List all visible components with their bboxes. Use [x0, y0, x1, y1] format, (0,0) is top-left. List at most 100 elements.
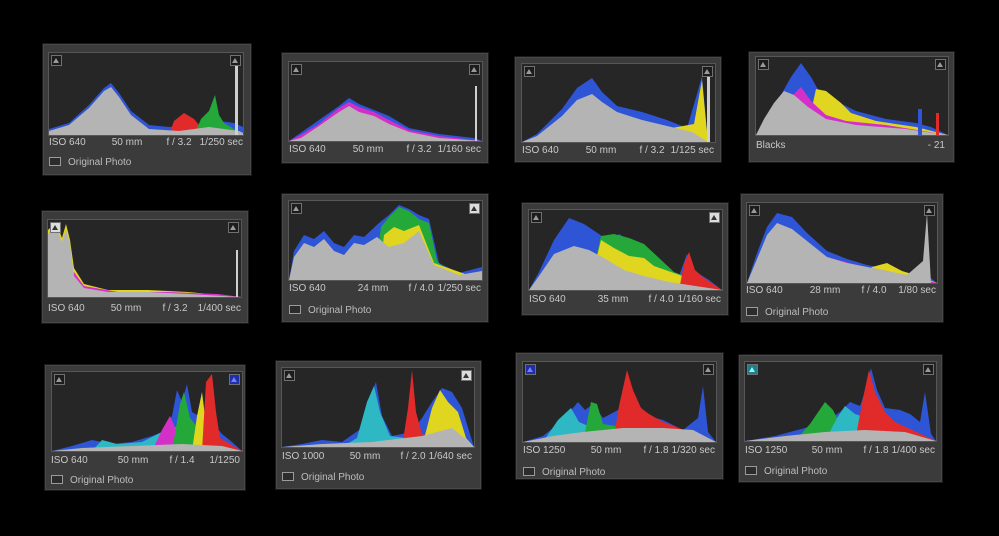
- shadow-clipping-icon[interactable]: [51, 55, 62, 66]
- histogram-panel: ISO 640 35 mm f / 4.0 1/160 sec: [521, 202, 729, 316]
- focal-length: 50 mm: [352, 144, 384, 155]
- shutter-speed: 1/1250: [209, 455, 240, 466]
- focal-length: 50 mm: [590, 445, 622, 456]
- histogram-chart: [282, 370, 474, 447]
- histogram-chart: [52, 374, 242, 451]
- focal-length: 28 mm: [809, 285, 841, 296]
- original-photo-checkbox[interactable]: Original Photo: [745, 466, 827, 477]
- shadow-clipping-icon[interactable]: [524, 66, 535, 77]
- highlight-clipping-icon[interactable]: [228, 222, 239, 233]
- shutter-speed: 1/640 sec: [428, 451, 472, 462]
- original-photo-label: Original Photo: [301, 472, 365, 483]
- highlight-clipping-icon[interactable]: [709, 212, 720, 223]
- exif-info: ISO 1000 50 mm f / 2.0 1/640 sec: [282, 451, 472, 463]
- iso-value: ISO 640: [48, 303, 85, 314]
- shadow-clipping-icon[interactable]: [291, 64, 302, 75]
- histogram-panel: ISO 640 24 mm f / 4.0 1/250 sec Original…: [281, 193, 489, 323]
- exif-info: ISO 640 50 mm f / 3.2 1/125 sec: [522, 145, 714, 157]
- shadow-clipping-icon[interactable]: [525, 364, 536, 375]
- shutter-speed: 1/250 sec: [437, 283, 481, 294]
- histogram-chart: [747, 213, 937, 283]
- highlight-clipping-icon[interactable]: [230, 55, 241, 66]
- original-photo-checkbox[interactable]: Original Photo: [523, 467, 605, 478]
- iso-value: ISO 1250: [523, 445, 566, 456]
- original-photo-checkbox[interactable]: Original Photo: [49, 157, 131, 168]
- checkbox-icon: [49, 157, 61, 166]
- aperture: f / 4.0: [648, 294, 674, 305]
- iso-value: ISO 640: [529, 294, 566, 305]
- original-photo-label: Original Photo: [70, 475, 134, 486]
- shutter-speed: 1/160 sec: [677, 294, 721, 305]
- exif-info: ISO 640 50 mm f / 1.4 1/1250: [51, 455, 240, 467]
- highlight-clipping-icon[interactable]: [924, 205, 935, 216]
- exif-info: ISO 640 24 mm f / 4.0 1/250 sec: [289, 283, 481, 295]
- exif-info: ISO 640 35 mm f / 4.0 1/160 sec: [529, 294, 721, 306]
- highlight-clipping-icon[interactable]: [935, 59, 946, 70]
- histogram-graph: [288, 61, 483, 142]
- shadow-clipping-icon[interactable]: [749, 205, 760, 216]
- histogram-chart: [289, 205, 482, 280]
- highlight-clipping-icon[interactable]: [229, 374, 240, 385]
- focal-length: 24 mm: [357, 283, 389, 294]
- histogram-panel: ISO 640 28 mm f / 4.0 1/80 sec Original …: [740, 193, 944, 323]
- aperture: f / 1.8: [863, 445, 889, 456]
- original-photo-checkbox[interactable]: Original Photo: [51, 475, 133, 486]
- histogram-chart: [49, 63, 243, 135]
- original-photo-checkbox[interactable]: Original Photo: [289, 305, 371, 316]
- aperture: f / 3.2: [162, 303, 188, 314]
- shadow-clipping-icon[interactable]: [284, 370, 295, 381]
- checkbox-icon: [289, 305, 301, 314]
- iso-value: ISO 640: [522, 145, 559, 156]
- histogram-graph: [47, 219, 242, 298]
- highlight-clipping-icon[interactable]: [469, 203, 480, 214]
- histogram-graph: [288, 200, 483, 281]
- focal-length: 50 mm: [811, 445, 843, 456]
- original-photo-checkbox[interactable]: Original Photo: [282, 472, 364, 483]
- shutter-speed: 1/400 sec: [197, 303, 241, 314]
- original-photo-label: Original Photo: [68, 157, 132, 168]
- iso-value: ISO 640: [746, 285, 783, 296]
- shutter-speed: 1/125 sec: [670, 145, 714, 156]
- adjustment-info: Blacks - 21: [756, 140, 945, 152]
- focal-length: 50 mm: [117, 455, 149, 466]
- highlight-clipping-icon[interactable]: [469, 64, 480, 75]
- focal-length: 50 mm: [110, 303, 142, 314]
- shadow-clipping-icon[interactable]: [758, 59, 769, 70]
- histogram-chart: [756, 63, 948, 135]
- highlight-clipping-icon[interactable]: [923, 364, 934, 375]
- highlight-clipping-icon[interactable]: [461, 370, 472, 381]
- histogram-panel: ISO 640 50 mm f / 1.4 1/1250 Original Ph…: [44, 364, 246, 491]
- focal-length: 35 mm: [597, 294, 629, 305]
- iso-value: ISO 1250: [745, 445, 788, 456]
- exif-info: ISO 640 50 mm f / 3.2 1/400 sec: [48, 303, 241, 315]
- checkbox-icon: [523, 467, 535, 476]
- histogram-panel: ISO 640 50 mm f / 3.2 1/160 sec: [281, 52, 489, 164]
- focal-length: 50 mm: [585, 145, 617, 156]
- shadow-clipping-icon[interactable]: [291, 203, 302, 214]
- shadow-clipping-icon[interactable]: [50, 222, 61, 233]
- histogram-graph: [521, 63, 716, 143]
- iso-value: ISO 640: [49, 137, 86, 148]
- checkbox-icon: [746, 307, 758, 316]
- original-photo-label: Original Photo: [308, 305, 372, 316]
- histogram-chart: [289, 86, 482, 141]
- shadow-clipping-icon[interactable]: [531, 212, 542, 223]
- focal-length: 50 mm: [111, 137, 143, 148]
- aperture: f / 4.0: [861, 285, 887, 296]
- histogram-chart: [529, 218, 722, 290]
- exif-info: ISO 1250 50 mm f / 1.8 1/400 sec: [745, 445, 935, 457]
- shutter-speed: 1/80 sec: [898, 285, 936, 296]
- exif-info: ISO 1250 50 mm f / 1.8 1/320 sec: [523, 445, 715, 457]
- shadow-clipping-icon[interactable]: [54, 374, 65, 385]
- histogram-graph: [746, 202, 938, 284]
- shadow-clipping-icon[interactable]: [747, 364, 758, 375]
- highlight-clipping-icon[interactable]: [702, 66, 713, 77]
- original-photo-checkbox[interactable]: Original Photo: [746, 307, 828, 318]
- histogram-panel: ISO 1250 50 mm f / 1.8 1/320 sec Origina…: [515, 352, 724, 480]
- highlight-clipping-icon[interactable]: [703, 364, 714, 375]
- shutter-speed: 1/250 sec: [199, 137, 243, 148]
- checkbox-icon: [51, 475, 63, 484]
- shutter-speed: 1/320 sec: [671, 445, 715, 456]
- exif-info: ISO 640 28 mm f / 4.0 1/80 sec: [746, 285, 936, 297]
- histogram-chart: [522, 72, 710, 142]
